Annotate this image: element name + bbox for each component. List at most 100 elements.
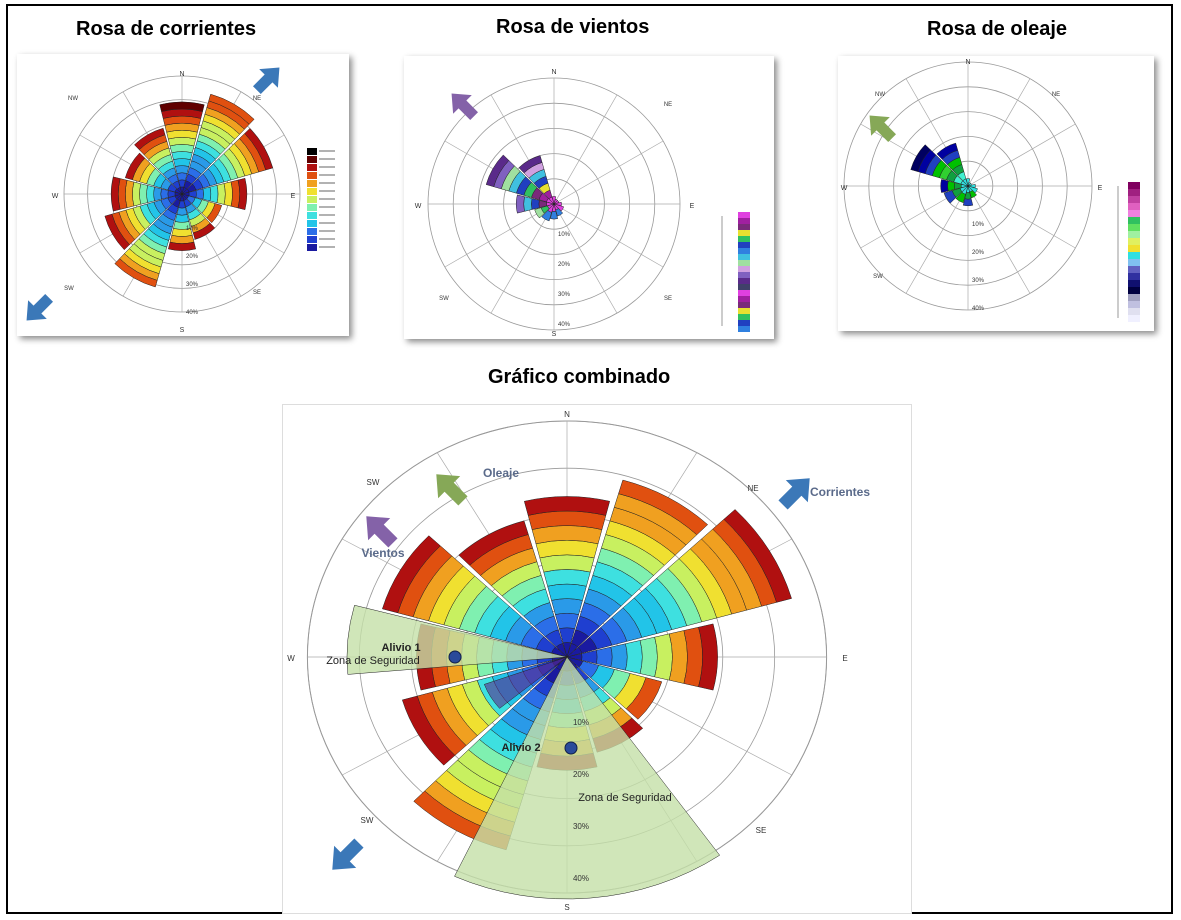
vien-arrow-nw-shape	[451, 93, 479, 121]
vien-grid-spoke	[553, 140, 664, 205]
olea-legend-swatch	[1128, 189, 1140, 196]
vien-legend-swatch	[738, 308, 750, 314]
comb-tick: 40%	[573, 874, 589, 883]
comb-tick: 30%	[573, 822, 589, 831]
corr-wedge	[174, 165, 190, 174]
vien-tick: 10%	[558, 232, 571, 238]
corr-label-e: E	[291, 193, 296, 200]
corr-wedge	[125, 179, 135, 209]
olea-wedge	[955, 191, 966, 203]
corr-wedge	[223, 181, 233, 207]
vien-wedge	[553, 201, 562, 207]
corr-label-se: SE	[253, 290, 261, 296]
comb-wedge	[551, 598, 583, 615]
corr-wedge	[146, 185, 155, 203]
corr-wedge	[206, 203, 223, 224]
vien-legend-swatch	[738, 272, 750, 278]
olea-label-ne: NE	[1052, 92, 1060, 98]
vien-wedge	[523, 196, 533, 212]
comb-wedge	[625, 677, 663, 720]
corr-wedge	[209, 184, 219, 204]
olea-grid-spoke	[905, 185, 969, 294]
title-vientos: Rosa de vientos	[496, 16, 650, 38]
corr-wedge	[124, 152, 146, 181]
vien-legend-swatch	[738, 278, 750, 284]
title-corrientes: Rosa de corrientes	[76, 18, 257, 40]
comb-arrow-oleaje-shape	[436, 474, 468, 506]
olea-label-sw: SW	[873, 274, 883, 280]
corr-wedge	[167, 241, 197, 251]
vien-legend-swatch	[738, 248, 750, 254]
vien-wedge	[550, 211, 558, 220]
corr-label-ne: NE	[253, 96, 261, 102]
corr-wedge	[173, 158, 191, 167]
olea-legend-swatch	[1128, 294, 1140, 301]
olea-wedge	[967, 183, 976, 189]
corr-label-w: W	[52, 193, 59, 200]
comb-label-sw-lower: SW	[361, 816, 374, 825]
corr-wedge	[176, 172, 188, 181]
vien-label-ne: NE	[664, 102, 672, 108]
corr-legend-swatch	[307, 244, 317, 251]
olea-arrow-nw-shape	[869, 115, 897, 143]
panel-combinado: N S W E NE SW SW SE 10% 20% 30% 40% Oleaje Vientos Cor…	[282, 404, 912, 914]
corr-wedge	[208, 93, 255, 125]
panel-corrientes: N S W E NW NE SE SW 10% 20% 30% 40%	[17, 54, 349, 336]
title-combinado: Gráfico combinado	[488, 366, 671, 388]
olea-label-nw: NW	[875, 92, 885, 98]
olea-legend-swatch	[1128, 203, 1140, 210]
corr-tick: 30%	[186, 282, 199, 288]
olea-tick: 30%	[972, 278, 985, 284]
olea-arrow-nw	[869, 115, 897, 143]
corr-wedge	[169, 144, 195, 154]
comb-wedge	[654, 633, 673, 681]
corr-legend-swatch	[307, 180, 317, 187]
vien-wedge	[553, 203, 564, 212]
corr-wedge	[160, 188, 169, 200]
olea-legend-swatch	[1128, 308, 1140, 315]
comb-label-n: N	[564, 410, 570, 419]
olea-legend-swatch	[1128, 182, 1140, 189]
olea-legend-swatch	[1128, 259, 1140, 266]
olea-wedge	[967, 185, 978, 194]
corr-wedge	[104, 213, 130, 251]
vien-legend-swatch	[738, 320, 750, 326]
corr-label-n: N	[179, 71, 184, 78]
comb-wedge	[698, 623, 718, 691]
comb-wedge	[555, 613, 579, 629]
olea-wedge	[943, 190, 957, 204]
corr-wedge	[174, 214, 190, 223]
olea-legend-swatch	[1128, 301, 1140, 308]
comb-arrow-sw-shape	[332, 838, 364, 870]
olea-label-e: E	[1098, 185, 1103, 192]
olea-legend-swatch	[1128, 210, 1140, 217]
corr-wedge	[237, 177, 248, 211]
olea-grid-spoke	[967, 78, 1031, 187]
panel-vientos: N S W E NE SW SE 10% 20% 30% 40%	[404, 56, 774, 339]
corr-legend-swatch	[307, 236, 317, 243]
olea-tick: 10%	[972, 222, 985, 228]
corr-wedge	[195, 188, 204, 200]
comb-wind-wedge	[483, 656, 568, 709]
olea-legend-swatch	[1128, 287, 1140, 294]
corr-wedge	[176, 207, 188, 216]
vien-grid-spoke	[553, 203, 664, 268]
corr-legend-swatch	[307, 220, 317, 227]
vien-legend-swatch	[738, 266, 750, 272]
comb-arrow-vientos-shape	[366, 516, 398, 548]
comb-label-ne: NE	[747, 484, 758, 493]
olea-label-n: N	[965, 59, 970, 66]
corr-wedge	[114, 258, 158, 288]
comb-annotation-alivio1: Alivio 1	[381, 642, 420, 654]
vien-legend-swatch	[738, 224, 750, 230]
olea-legend-swatch	[1128, 217, 1140, 224]
vien-legend-swatch	[738, 302, 750, 308]
olea-legend-swatch	[1128, 252, 1140, 259]
vien-label-sw: SW	[439, 296, 449, 302]
comb-wedge	[458, 520, 529, 566]
comb-wedge	[610, 643, 628, 671]
comb-arrow-vientos	[366, 516, 398, 548]
comb-label-se: SE	[756, 826, 767, 835]
olea-grid-spoke	[967, 185, 1031, 294]
vien-legend-swatch	[738, 260, 750, 266]
